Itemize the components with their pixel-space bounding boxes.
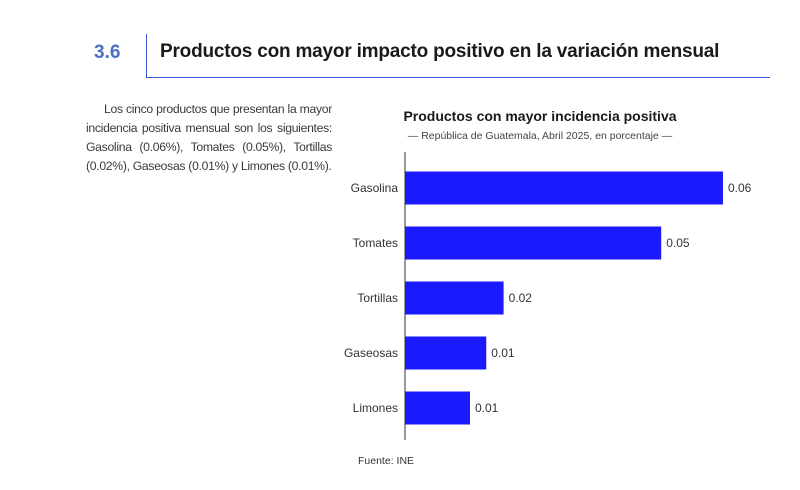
value-label: 0.01 bbox=[491, 346, 515, 360]
section-number: 3.6 bbox=[94, 42, 121, 63]
value-label: 0.01 bbox=[475, 401, 499, 415]
value-label: 0.02 bbox=[509, 291, 533, 305]
category-label: Tortillas bbox=[357, 291, 398, 305]
section-title: Productos con mayor impacto positivo en … bbox=[160, 41, 720, 62]
section-underline bbox=[146, 77, 770, 78]
bar-limones bbox=[405, 391, 470, 425]
section-divider bbox=[146, 34, 147, 78]
bar-tomates bbox=[405, 226, 662, 260]
bar-tortillas bbox=[405, 281, 504, 315]
value-label: 0.06 bbox=[728, 181, 752, 195]
chart-source: Fuente: INE bbox=[358, 455, 415, 467]
category-label: Gaseosas bbox=[344, 346, 398, 360]
bar-gaseosas bbox=[405, 336, 487, 370]
category-label: Tomates bbox=[353, 236, 398, 250]
chart-title: Productos con mayor incidencia positiva bbox=[403, 108, 677, 124]
category-label: Gasolina bbox=[351, 181, 399, 195]
category-label: Limones bbox=[353, 401, 398, 415]
chart-subtitle: — República de Guatemala, Abril 2025, en… bbox=[407, 130, 673, 142]
value-label: 0.05 bbox=[666, 236, 690, 250]
bar-gasolina bbox=[405, 171, 723, 205]
intro-paragraph: Los cinco productos que presentan la may… bbox=[86, 102, 332, 173]
